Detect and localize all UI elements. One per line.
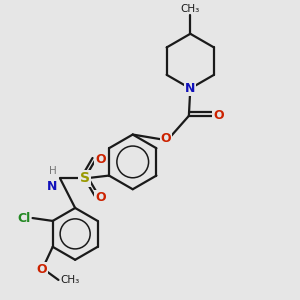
Text: S: S — [80, 172, 90, 185]
Text: H: H — [50, 166, 57, 176]
Text: O: O — [95, 191, 106, 204]
Text: Cl: Cl — [18, 212, 31, 224]
Text: O: O — [37, 262, 47, 275]
Text: CH₃: CH₃ — [60, 275, 79, 285]
Text: O: O — [95, 153, 106, 166]
Text: O: O — [160, 132, 171, 146]
Text: N: N — [47, 180, 57, 193]
Text: N: N — [185, 82, 196, 95]
Text: CH₃: CH₃ — [181, 4, 200, 14]
Text: O: O — [214, 109, 224, 122]
